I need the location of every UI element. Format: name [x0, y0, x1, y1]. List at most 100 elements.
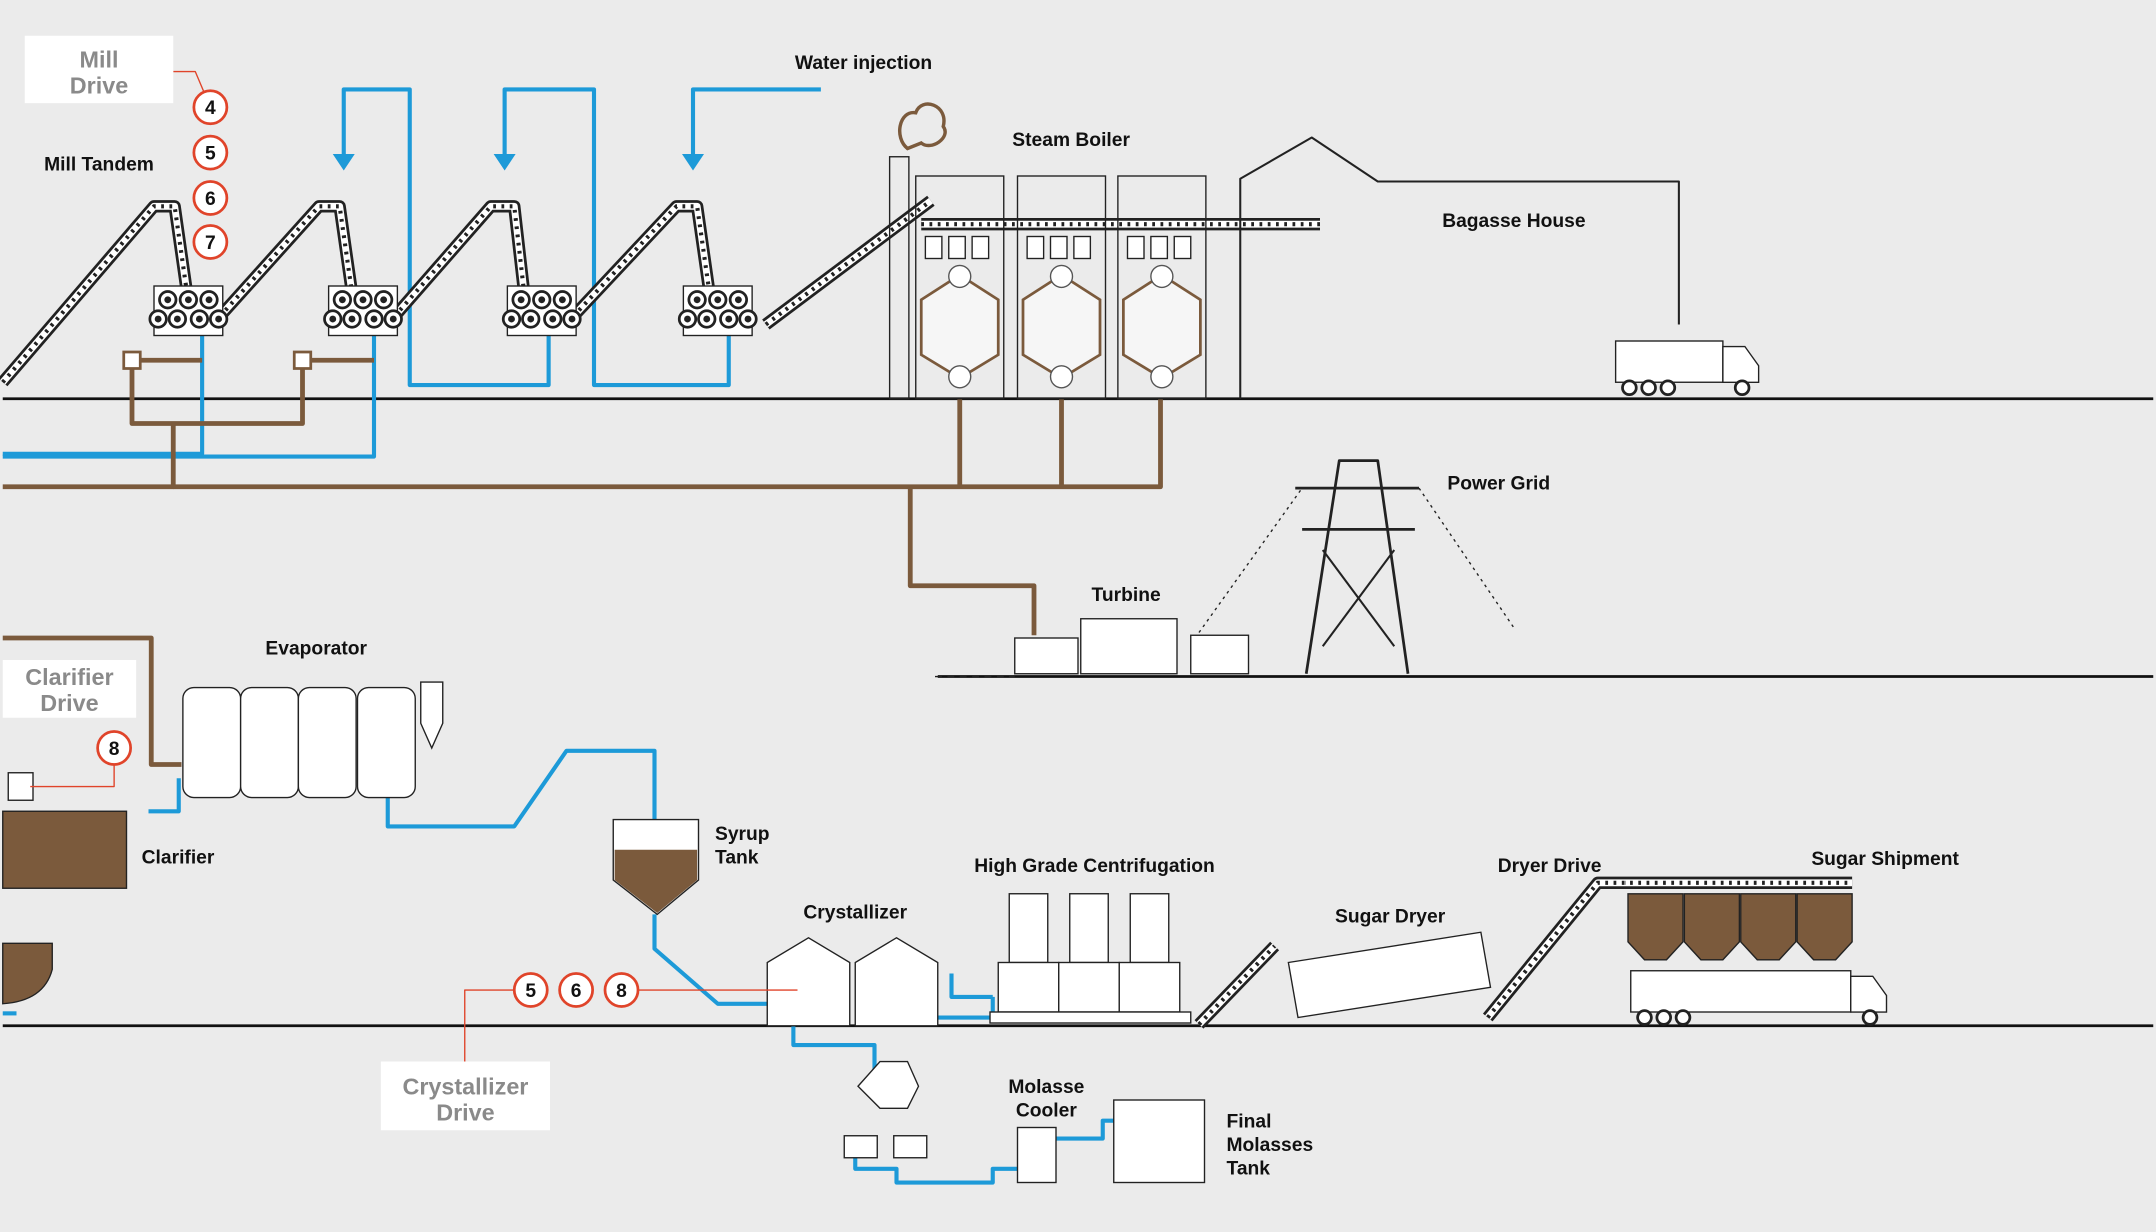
mill-roller [185, 296, 192, 303]
mill-roller [329, 316, 336, 323]
drive-number: 5 [205, 144, 216, 165]
drive-label-line: Crystallizer [402, 1074, 528, 1100]
mill-roller [360, 296, 367, 303]
drive-number: 8 [109, 739, 120, 760]
component-label-line: Molasses [1227, 1135, 1314, 1156]
boiler-window [1074, 237, 1091, 259]
truck [1676, 1011, 1690, 1025]
mill-roller [684, 316, 691, 323]
mill-roller [559, 296, 566, 303]
mill-roller [527, 316, 534, 323]
component-label-line: Dryer Drive [1498, 856, 1602, 877]
drive-number: 8 [616, 981, 627, 1002]
junction-box [124, 352, 141, 369]
evaporator-vessel [358, 688, 416, 798]
component-label: Water injection [795, 53, 932, 74]
component-label: Turbine [1092, 585, 1161, 606]
truck [1638, 1011, 1652, 1025]
drive-number: 7 [205, 233, 216, 254]
mill-roller [518, 296, 525, 303]
molasses-bucket [894, 1136, 927, 1158]
component-label-line: Turbine [1092, 585, 1161, 606]
mill-roller [725, 316, 732, 323]
mill-roller [349, 316, 356, 323]
process-diagram: MillDrive4567ClarifierDrive8Crystallizer… [0, 0, 2156, 1232]
molasse-cooler [1018, 1128, 1057, 1183]
component-label-line: Sugar Dryer [1335, 907, 1446, 928]
centrifuge-base [998, 963, 1059, 1013]
truck [1863, 1011, 1877, 1025]
truck [1616, 341, 1723, 382]
component-label: High Grade Centrifugation [974, 856, 1215, 877]
drive-label-line: Clarifier [25, 664, 113, 690]
mill-roller [735, 296, 742, 303]
boiler-window [1151, 237, 1168, 259]
component-label: Crystallizer [803, 903, 907, 924]
evaporator-vessel [298, 688, 356, 798]
centrifuge-rail [990, 1012, 1191, 1023]
drive-label-line: Mill [80, 46, 119, 72]
boiler-window [972, 237, 989, 259]
valve [949, 265, 971, 287]
truck [1623, 381, 1637, 395]
mill-roller [164, 296, 171, 303]
mill-roller [155, 316, 162, 323]
component-label: Sugar Shipment [1811, 849, 1959, 870]
evaporator-vessel [241, 688, 299, 798]
drive-number: 6 [571, 981, 582, 1002]
clarifier-drive-unit [8, 773, 33, 801]
valve [1151, 265, 1173, 287]
truck [1735, 381, 1749, 395]
truck [1657, 1011, 1671, 1025]
component-label-line: High Grade Centrifugation [974, 856, 1215, 877]
drive-number: 6 [205, 189, 216, 210]
boiler-window [1128, 237, 1145, 259]
mill-roller [714, 296, 721, 303]
component-label-line: Final [1227, 1112, 1272, 1133]
component-label-line: Cooler [1016, 1101, 1077, 1122]
component-label-line: Tank [1227, 1158, 1271, 1179]
boiler-window [1027, 237, 1044, 259]
drive-number: 4 [205, 98, 216, 119]
component-label-line: Steam Boiler [1012, 130, 1130, 151]
component-label: Dryer Drive [1498, 856, 1602, 877]
component-label-line: Clarifier [142, 848, 215, 869]
page: {"drives":[ {"lines":["Mill","Drive"],"n… [0, 0, 2156, 1232]
molasses-bucket [844, 1136, 877, 1158]
boiler-window [1174, 237, 1191, 259]
component-label-line: Molasse [1008, 1077, 1084, 1098]
component-label-line: Evaporator [265, 639, 367, 660]
evaporator-vessel [183, 688, 241, 798]
component-label: Bagasse House [1442, 211, 1586, 232]
drive-label-line: Drive [70, 73, 128, 99]
component-label-line: Tank [715, 848, 759, 869]
valve [1051, 366, 1073, 388]
sugar-hopper [1797, 894, 1852, 960]
truck [1642, 381, 1656, 395]
centrifuge-base [1119, 963, 1180, 1013]
generator [1191, 635, 1249, 674]
turbine [1081, 619, 1177, 674]
mill-roller [390, 316, 397, 323]
mill-roller [215, 316, 222, 323]
centrifuge [1070, 894, 1109, 963]
mill-roller [508, 316, 515, 323]
centrifuge [1130, 894, 1169, 963]
component-label-line: Syrup [715, 824, 770, 845]
component-label-line: Crystallizer [803, 903, 907, 924]
centrifuge [1009, 894, 1048, 963]
drive-label-line: Drive [40, 690, 98, 716]
mill-roller [694, 296, 701, 303]
truck [1631, 971, 1851, 1012]
sugar-hopper [1684, 894, 1739, 960]
boiler-window [1051, 237, 1068, 259]
truck [1661, 381, 1675, 395]
mill-roller [196, 316, 203, 323]
mill-roller [538, 296, 545, 303]
mill-roller [549, 316, 556, 323]
drive-label-line: Drive [436, 1100, 494, 1126]
turbine-base [1015, 638, 1078, 674]
mill-roller [380, 296, 387, 303]
component-label-line: Power Grid [1447, 474, 1550, 495]
valve [949, 366, 971, 388]
